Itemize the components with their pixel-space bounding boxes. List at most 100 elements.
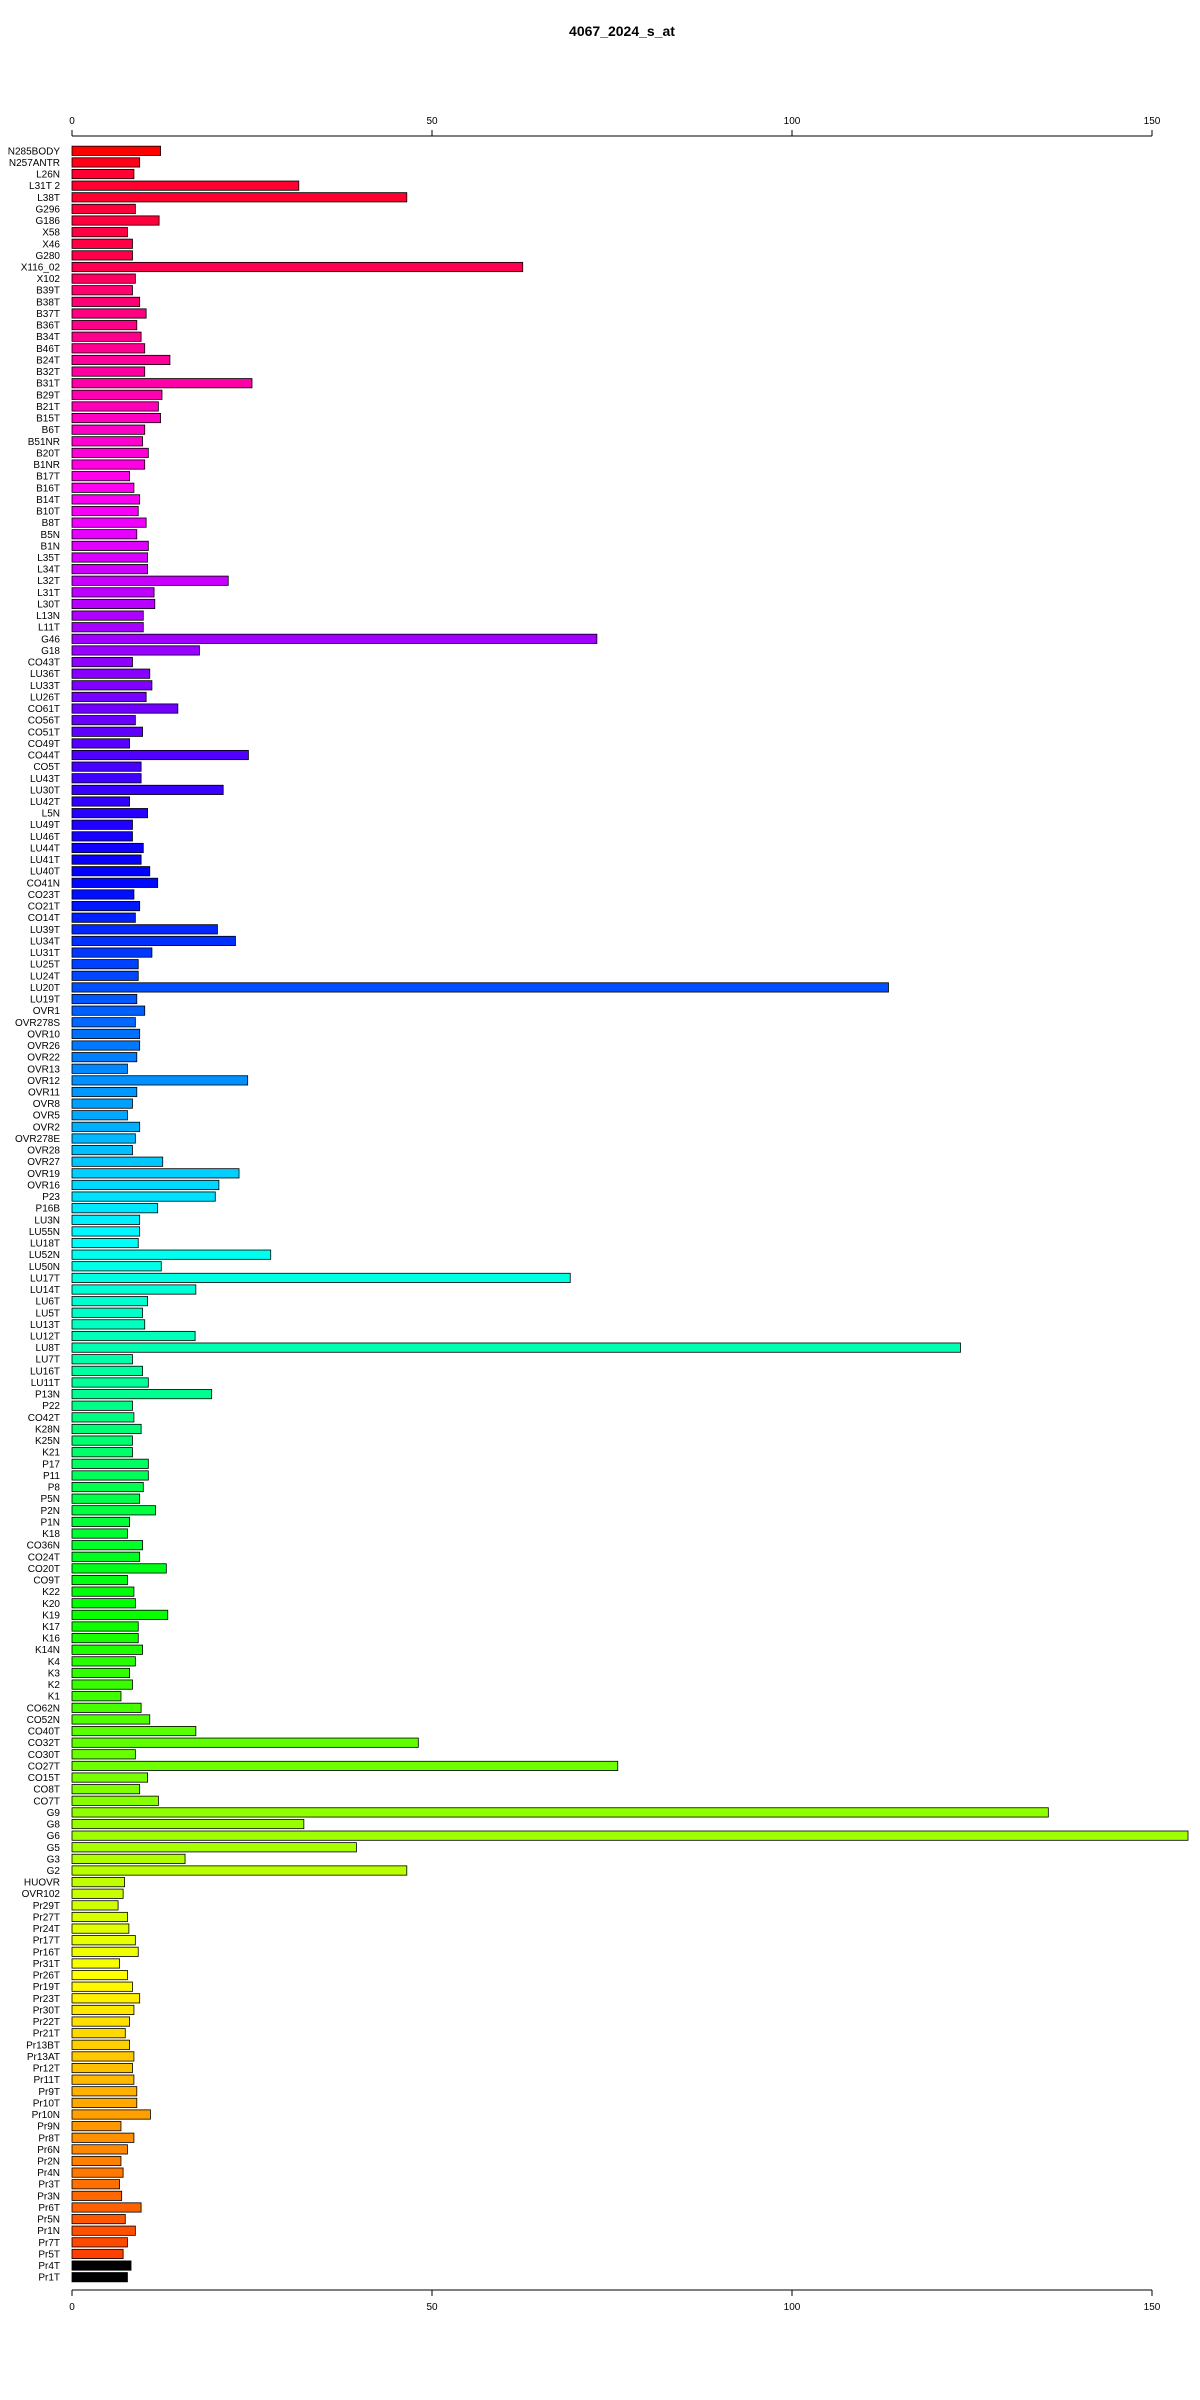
category-label: LU25T [30, 960, 60, 971]
bar [71, 877, 159, 888]
category-label: B16T [36, 483, 60, 494]
category-label: G280 [36, 251, 61, 262]
category-label: LU42T [30, 797, 60, 808]
category-label: Pr6N [37, 2145, 60, 2156]
category-label: Pr21T [33, 2029, 60, 2040]
bar [71, 180, 300, 191]
bar [71, 1656, 136, 1667]
category-label: P13N [35, 1390, 60, 1401]
bar [71, 1296, 148, 1307]
category-label: LU39T [30, 925, 60, 936]
bar [71, 413, 161, 424]
category-label: Pr4T [38, 2261, 60, 2272]
category-label: P11 [43, 1471, 60, 1482]
bar [71, 1691, 122, 1702]
tick-label: 150 [1144, 2302, 1161, 2313]
category-label: Pr17T [33, 1936, 60, 1947]
category-label: Pr1T [38, 2273, 60, 2284]
bar [71, 1749, 136, 1760]
bar [71, 1667, 130, 1679]
bar [71, 1842, 357, 1853]
category-label: G296 [36, 204, 61, 215]
bar [71, 575, 229, 586]
bar [71, 1458, 149, 1469]
category-label: Pr3T [38, 2180, 60, 2191]
bar [71, 1993, 141, 2004]
category-label: K2 [48, 1680, 61, 1691]
bar [71, 2248, 124, 2259]
category-label: G8 [47, 1820, 61, 1831]
bar [71, 1923, 130, 1934]
category-label: LU19T [30, 995, 60, 1006]
category-label: CO61T [28, 704, 60, 715]
category-label: CO15T [28, 1773, 60, 1784]
category-label: Pr23T [33, 1994, 60, 2005]
category-label: G2 [47, 1866, 61, 1877]
bar [71, 2062, 133, 2074]
category-label: OVR28 [27, 1146, 60, 1157]
category-label: K14N [35, 1645, 60, 1656]
bar [71, 622, 144, 633]
bar [71, 1470, 149, 1481]
bar [71, 2074, 135, 2085]
bar [71, 935, 236, 946]
category-label: L5N [42, 809, 60, 820]
bar [71, 1784, 141, 1795]
category-label: L31T 2 [29, 181, 60, 192]
bar [71, 1865, 408, 1876]
bar [71, 912, 136, 923]
category-label: Pr7T [38, 2238, 60, 2249]
category-label: OVR102 [22, 1889, 61, 1900]
bar [71, 1249, 272, 1260]
category-label: CO49T [28, 739, 60, 750]
category-label: OVR278E [15, 1134, 60, 1145]
bar [71, 2109, 151, 2120]
category-label: X102 [37, 274, 61, 285]
bar [71, 1970, 128, 1981]
bar [71, 1772, 148, 1783]
bar [71, 296, 141, 307]
bar [71, 1726, 197, 1737]
bar [71, 261, 524, 273]
bar [71, 2016, 130, 2027]
bar [71, 1284, 197, 1295]
bar [71, 459, 146, 470]
bar [71, 959, 139, 970]
bar [71, 215, 160, 226]
bar [71, 610, 144, 621]
category-label: P16B [36, 1204, 61, 1215]
category-label: OVR12 [27, 1076, 60, 1087]
bar [71, 889, 135, 900]
category-label: B17T [36, 472, 60, 483]
category-label: L34T [37, 565, 60, 576]
bar [71, 1179, 220, 1190]
bar [71, 1145, 133, 1156]
category-label: B14T [36, 495, 60, 506]
bar [71, 633, 598, 644]
category-label: G5 [47, 1843, 61, 1854]
category-label: LU7T [36, 1355, 60, 1366]
bar [71, 1818, 305, 1830]
bar [71, 285, 133, 296]
bar [71, 1389, 213, 1400]
category-label: CO7T [33, 1796, 60, 1807]
bar [71, 1621, 139, 1632]
category-label: LU30T [30, 785, 60, 796]
tick-label: 100 [784, 116, 801, 127]
category-label: LU46T [30, 832, 60, 843]
tick-label: 50 [426, 2302, 438, 2313]
bar [71, 389, 163, 400]
bar [71, 505, 139, 517]
category-label: LU24T [30, 971, 60, 982]
bar [71, 1598, 136, 1609]
tick-label: 0 [69, 116, 75, 127]
bar [71, 2051, 135, 2062]
category-label: Pr27T [33, 1912, 60, 1923]
category-label: P8 [48, 1483, 61, 1494]
category-label: CO5T [33, 762, 60, 773]
bar [71, 1435, 133, 1446]
category-label: LU3N [34, 1215, 60, 1226]
bar [71, 1516, 130, 1527]
tick-label: 100 [784, 2302, 801, 2313]
